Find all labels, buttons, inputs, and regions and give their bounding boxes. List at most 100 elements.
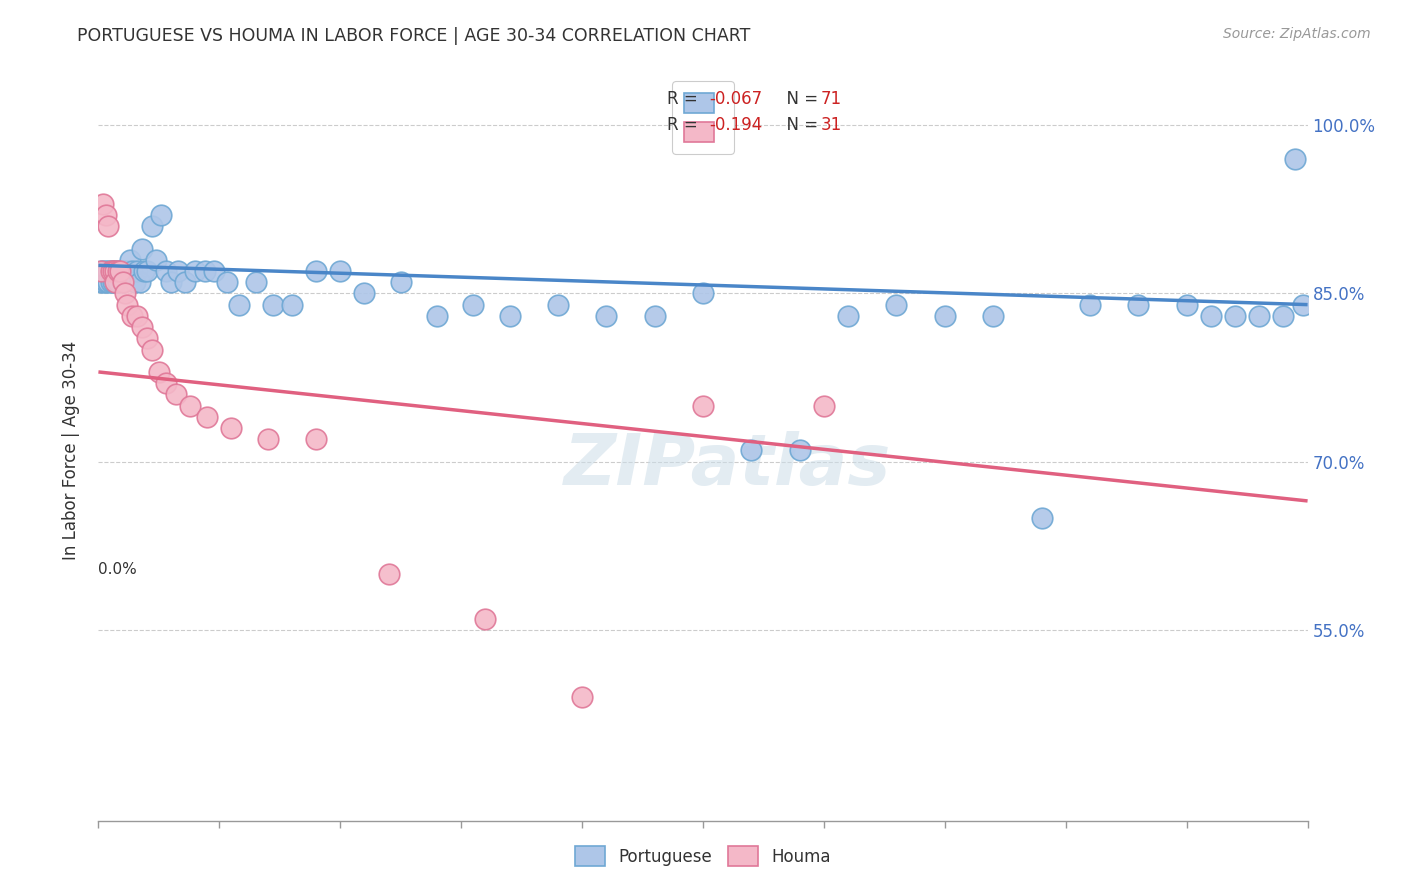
- Text: R =: R =: [666, 116, 703, 134]
- Y-axis label: In Labor Force | Age 30-34: In Labor Force | Age 30-34: [62, 341, 80, 560]
- Text: -0.194: -0.194: [709, 116, 762, 134]
- Text: R =: R =: [666, 90, 703, 108]
- Point: [377, 566, 399, 581]
- Point: [135, 331, 157, 345]
- Point: [100, 264, 122, 278]
- Point: [245, 275, 267, 289]
- Point: [281, 298, 304, 312]
- Text: 0.0%: 0.0%: [98, 562, 138, 576]
- Point: [1249, 309, 1271, 323]
- Point: [100, 264, 122, 278]
- Point: [94, 208, 117, 222]
- Point: [101, 275, 124, 289]
- Point: [934, 309, 956, 323]
- Point: [124, 275, 146, 289]
- Point: [155, 376, 177, 391]
- Point: [117, 298, 139, 312]
- Point: [1128, 298, 1150, 312]
- Point: [329, 264, 352, 278]
- Point: [184, 264, 207, 278]
- Point: [174, 275, 197, 289]
- Point: [107, 264, 129, 278]
- Point: [101, 264, 124, 278]
- Point: [131, 242, 153, 256]
- Point: [195, 409, 218, 424]
- Point: [91, 264, 114, 278]
- Point: [886, 298, 908, 312]
- Point: [1223, 309, 1246, 323]
- Point: [150, 208, 173, 222]
- Point: [108, 264, 131, 278]
- Point: [104, 264, 127, 278]
- Point: [94, 275, 117, 289]
- Point: [228, 298, 250, 312]
- Point: [692, 399, 714, 413]
- Point: [1272, 309, 1295, 323]
- Point: [117, 264, 139, 278]
- Point: [740, 443, 762, 458]
- Point: [90, 264, 112, 278]
- Point: [463, 298, 485, 312]
- Point: [111, 275, 134, 289]
- Point: [104, 275, 127, 289]
- Point: [644, 309, 666, 323]
- Text: N =: N =: [776, 90, 823, 108]
- Point: [389, 275, 412, 289]
- Point: [1284, 152, 1306, 166]
- Point: [1199, 309, 1222, 323]
- Point: [837, 309, 859, 323]
- Point: [353, 286, 375, 301]
- Point: [114, 264, 136, 278]
- Point: [167, 264, 190, 278]
- Point: [118, 252, 141, 267]
- Point: [165, 387, 187, 401]
- Point: [547, 298, 569, 312]
- Text: -0.067: -0.067: [709, 90, 762, 108]
- Text: ZIPatlas: ZIPatlas: [564, 431, 891, 500]
- Point: [107, 264, 129, 278]
- Point: [179, 399, 201, 413]
- Point: [135, 264, 157, 278]
- Point: [813, 399, 835, 413]
- Point: [221, 421, 243, 435]
- Point: [1031, 510, 1053, 524]
- Point: [94, 264, 117, 278]
- Point: [104, 275, 127, 289]
- Point: [104, 264, 127, 278]
- Point: [215, 275, 238, 289]
- Point: [1175, 298, 1198, 312]
- Point: [121, 309, 143, 323]
- Point: [692, 286, 714, 301]
- Point: [194, 264, 217, 278]
- Text: 31: 31: [820, 116, 842, 134]
- Point: [111, 264, 134, 278]
- Text: 71: 71: [820, 90, 841, 108]
- Point: [97, 275, 120, 289]
- Point: [111, 275, 134, 289]
- Point: [91, 196, 114, 211]
- Point: [155, 264, 177, 278]
- Point: [256, 432, 278, 446]
- Point: [141, 343, 163, 357]
- Point: [1078, 298, 1101, 312]
- Point: [498, 309, 520, 323]
- Text: Source: ZipAtlas.com: Source: ZipAtlas.com: [1223, 27, 1371, 41]
- Point: [114, 286, 136, 301]
- Legend: Portuguese, Houma: Portuguese, Houma: [567, 838, 839, 875]
- Point: [789, 443, 811, 458]
- Point: [128, 275, 150, 289]
- Point: [571, 690, 593, 705]
- Point: [97, 219, 120, 233]
- Point: [1292, 298, 1315, 312]
- Point: [426, 309, 449, 323]
- Point: [97, 264, 120, 278]
- Point: [141, 219, 163, 233]
- Point: [134, 264, 156, 278]
- Point: [90, 275, 112, 289]
- Point: [148, 365, 170, 379]
- Point: [305, 264, 328, 278]
- Point: [121, 264, 143, 278]
- Text: PORTUGUESE VS HOUMA IN LABOR FORCE | AGE 30-34 CORRELATION CHART: PORTUGUESE VS HOUMA IN LABOR FORCE | AGE…: [77, 27, 751, 45]
- Point: [981, 309, 1004, 323]
- Point: [595, 309, 617, 323]
